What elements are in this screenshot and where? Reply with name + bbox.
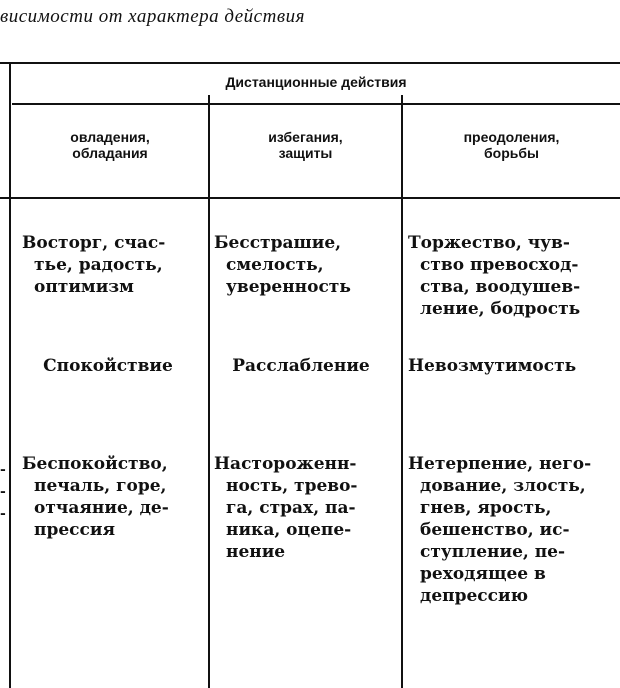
cell-line: смелость, (226, 255, 324, 275)
cell-line: ность, трево- (226, 476, 358, 496)
column-header-line: преодоления, (463, 129, 560, 145)
table-cell: Восторг, счас-тье, радость, оптимизм (22, 232, 206, 298)
column-header-1: овладения, обладания (12, 129, 208, 161)
left-fragment: - (0, 484, 6, 500)
table-left-border (9, 62, 11, 688)
page-title: висимости от характера действия (0, 6, 305, 27)
column-divider-2 (401, 95, 403, 688)
column-header-rule (0, 197, 620, 199)
cell-line: реходящее в (420, 564, 546, 584)
cell-line: нение (226, 542, 286, 562)
cell-line: гнев, ярость, (420, 498, 552, 518)
column-header-2: избегания, защиты (210, 129, 401, 161)
cell-line: Спокойствие (43, 356, 173, 376)
cell-line: Невозмутимость (408, 356, 577, 376)
cell-line: ступление, пе- (420, 542, 566, 562)
cell-line: Восторг, счас- (22, 233, 166, 253)
column-header-line: избегания, (268, 129, 343, 145)
group-header: Дистанционные действия (225, 74, 407, 90)
cell-line: Бесстрашие, (214, 233, 342, 253)
column-header-line: овладения, (70, 129, 150, 145)
cell-line: бешенство, ис- (420, 520, 570, 540)
table-cell: Нетерпение, него-дование, злость, гнев, я… (408, 453, 620, 607)
cell-line: дование, злость, (420, 476, 586, 496)
cell-line: ства, воодушев- (420, 277, 581, 297)
cell-line: Беспокойство, (22, 454, 168, 474)
group-header-rule (12, 103, 620, 105)
cell-line: ство превосход- (420, 255, 579, 275)
table-cell: Настороженн-ность, трево-га, страх, па-н… (214, 453, 400, 563)
cell-line: га, страх, па- (226, 498, 356, 518)
table-cell: Расслабление (206, 355, 396, 377)
cell-line: Торжество, чув- (408, 233, 570, 253)
cell-line: Расслабление (232, 356, 370, 376)
cell-line: печаль, горе, (34, 476, 167, 496)
cell-line: оптимизм (34, 277, 134, 297)
cell-line: прессия (34, 520, 116, 540)
table-cell: Торжество, чув-ство превосход-ства, воод… (408, 232, 620, 320)
left-fragment: - (0, 462, 6, 478)
column-header-line: борьбы (484, 145, 539, 161)
table-top-rule (0, 62, 620, 64)
cell-line: уверенность (226, 277, 351, 297)
cell-line: Нетерпение, него- (408, 454, 592, 474)
column-header-3: преодоления, борьбы (403, 129, 620, 161)
column-divider-1 (208, 95, 210, 688)
cell-line: ника, оцепе- (226, 520, 352, 540)
table-cell: Бесстрашие, смелость, уверенность (214, 232, 400, 298)
cell-line: депрессию (420, 586, 529, 606)
table-cell: Невозмутимость (408, 355, 620, 377)
column-header-line: защиты (278, 145, 333, 161)
cell-line: тье, радость, (34, 255, 163, 275)
column-header-line: обладания (72, 145, 148, 161)
cell-line: Настороженн- (214, 454, 357, 474)
table-cell: Спокойствие (14, 355, 202, 377)
cell-line: ление, бодрость (420, 299, 581, 319)
left-fragment: - (0, 506, 6, 522)
table-cell: Беспокойство, печаль, горе, отчаяние, де-п… (22, 453, 206, 541)
cell-line: отчаяние, де- (34, 498, 169, 518)
